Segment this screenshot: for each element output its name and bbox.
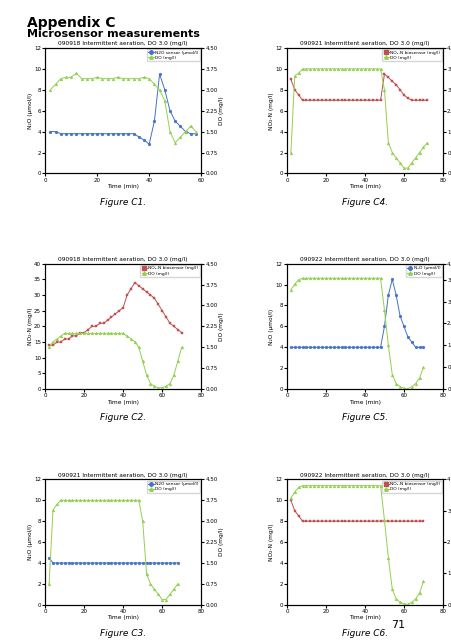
Title: 090922 Intermittent aeration, DO 3.0 (mg/l): 090922 Intermittent aeration, DO 3.0 (mg…: [299, 472, 429, 477]
Text: Microsensor measurements: Microsensor measurements: [27, 29, 199, 39]
Text: 71: 71: [390, 621, 404, 630]
X-axis label: Time (min): Time (min): [348, 615, 380, 620]
Y-axis label: N₂O (µmol/l): N₂O (µmol/l): [269, 308, 274, 344]
X-axis label: Time (min): Time (min): [107, 184, 139, 189]
Text: Figure C1.: Figure C1.: [100, 198, 146, 207]
Y-axis label: N₂O (µmol/l): N₂O (µmol/l): [28, 524, 32, 560]
Y-axis label: NO₂-N (mg/l): NO₂-N (mg/l): [28, 308, 32, 345]
X-axis label: Time (min): Time (min): [107, 399, 139, 404]
Text: Figure C6.: Figure C6.: [341, 629, 387, 638]
Y-axis label: DO (mg/l): DO (mg/l): [218, 528, 224, 556]
X-axis label: Time (min): Time (min): [107, 615, 139, 620]
Title: 090918 Intermittent aeration, DO 3.0 (mg/l): 090918 Intermittent aeration, DO 3.0 (mg…: [58, 257, 188, 262]
Text: Figure C3.: Figure C3.: [100, 629, 146, 638]
Legend: NO₂-N biosensor (mg/l), DO (mg/l): NO₂-N biosensor (mg/l), DO (mg/l): [140, 265, 199, 277]
Title: 090922 Intermittent aeration, DO 3.0 (mg/l): 090922 Intermittent aeration, DO 3.0 (mg…: [299, 257, 429, 262]
Text: Figure C5.: Figure C5.: [341, 413, 387, 422]
Y-axis label: NO₂-N (mg/l): NO₂-N (mg/l): [269, 92, 274, 129]
Text: Figure C2.: Figure C2.: [100, 413, 146, 422]
Title: 090921 Intermittent aeration, DO 3.0 (mg/l): 090921 Intermittent aeration, DO 3.0 (mg…: [299, 41, 429, 46]
Legend: N₂O (µmol/l), DO (mg/l): N₂O (µmol/l), DO (mg/l): [405, 265, 441, 277]
Y-axis label: N₂O (µmol/l): N₂O (µmol/l): [28, 93, 32, 129]
Legend: NO₂-N biosensor (mg/l), DO (mg/l): NO₂-N biosensor (mg/l), DO (mg/l): [382, 49, 441, 61]
Y-axis label: DO (mg/l): DO (mg/l): [218, 97, 224, 125]
Text: Appendix C: Appendix C: [27, 16, 115, 30]
Y-axis label: DO (mg/l): DO (mg/l): [218, 312, 224, 340]
Text: Figure C4.: Figure C4.: [341, 198, 387, 207]
Y-axis label: NO₂-N (mg/l): NO₂-N (mg/l): [269, 524, 274, 561]
Title: 090921 Intermittent aeration, DO 3.0 (mg/l): 090921 Intermittent aeration, DO 3.0 (mg…: [58, 472, 188, 477]
X-axis label: Time (min): Time (min): [348, 399, 380, 404]
Legend: N2O sensor (µmol/l), DO (mg/l): N2O sensor (µmol/l), DO (mg/l): [147, 49, 199, 61]
Legend: NO₂-N biosensor (mg/l), DO (mg/l): NO₂-N biosensor (mg/l), DO (mg/l): [382, 481, 441, 493]
Legend: N2O sensor (µmol/l), DO (mg/l): N2O sensor (µmol/l), DO (mg/l): [147, 481, 199, 493]
X-axis label: Time (min): Time (min): [348, 184, 380, 189]
Title: 090918 Intermittent aeration, DO 3.0 (mg/l): 090918 Intermittent aeration, DO 3.0 (mg…: [58, 41, 188, 46]
